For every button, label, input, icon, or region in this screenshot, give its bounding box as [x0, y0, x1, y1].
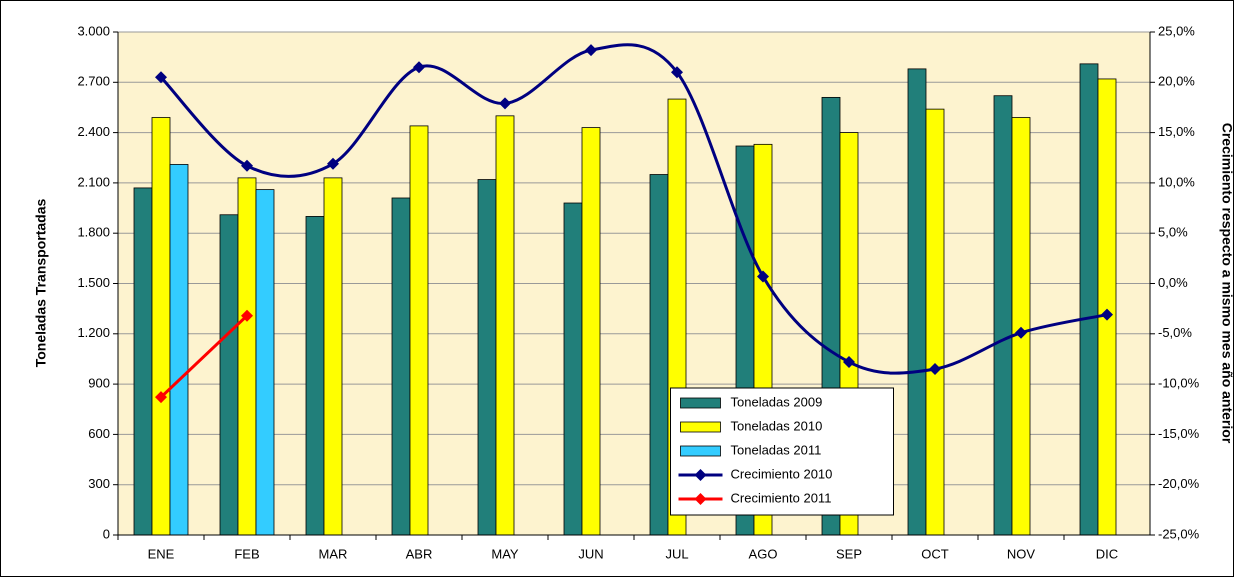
x-tick-label: FEB — [234, 546, 259, 561]
marker — [671, 66, 683, 79]
x-tick-label: AGO — [749, 546, 778, 561]
marker — [413, 61, 425, 74]
bar — [219, 214, 239, 536]
marker — [1015, 326, 1027, 339]
y2-tick-label: 15,0% — [1158, 124, 1195, 139]
bar — [409, 125, 429, 536]
marker — [241, 159, 253, 172]
bar — [169, 164, 189, 536]
marker — [929, 363, 941, 376]
y2-tick-label: 0,0% — [1158, 275, 1188, 290]
line — [159, 314, 249, 399]
bar — [495, 115, 515, 536]
y2-tick-label: -5,0% — [1158, 325, 1192, 340]
y-tick-label: 300 — [88, 476, 110, 491]
legend-label: Toneladas 2010 — [731, 418, 823, 433]
legend: Toneladas 2009 Toneladas 2010 Toneladas 20… — [670, 387, 894, 516]
legend-swatch — [680, 397, 721, 409]
legend-swatch — [680, 445, 721, 457]
y-tick-label: 1.200 — [77, 325, 110, 340]
y-tick-label: 2.400 — [77, 124, 110, 139]
x-tick-label: OCT — [921, 546, 949, 561]
x-tick-label: ABR — [406, 546, 433, 561]
bar — [1079, 63, 1099, 536]
marker — [757, 270, 769, 283]
x-tick-label: DIC — [1096, 546, 1118, 561]
y2-axis-title: Crecimiento respecto a mismo mes año ant… — [1219, 123, 1234, 444]
bar — [391, 197, 411, 536]
y2-tick-label: 10,0% — [1158, 174, 1195, 189]
y2-tick-label: 25,0% — [1158, 23, 1195, 38]
bar — [477, 179, 497, 536]
legend-label: Toneladas 2009 — [731, 394, 823, 409]
marker — [1101, 308, 1113, 321]
x-tick-label: MAY — [491, 546, 519, 561]
bar — [255, 189, 275, 536]
marker — [155, 71, 167, 84]
x-tick-label: MAR — [319, 546, 348, 561]
bar — [1097, 78, 1117, 536]
bar — [907, 68, 927, 536]
x-tick-label: ENE — [148, 546, 175, 561]
marker — [499, 97, 511, 110]
y-tick-label: 1.800 — [77, 225, 110, 240]
marker — [585, 44, 597, 57]
legend-marker — [694, 469, 707, 481]
legend-label: Crecimiento 2011 — [731, 490, 832, 505]
bar — [925, 108, 945, 536]
bar — [581, 127, 601, 536]
bar — [1011, 117, 1031, 536]
y-tick-label: 2.700 — [77, 74, 110, 89]
y2-tick-label: 20,0% — [1158, 74, 1195, 89]
y2-tick-label: -25,0% — [1158, 526, 1200, 541]
y-tick-label: 600 — [88, 426, 110, 441]
marker — [327, 157, 339, 170]
legend-label: Toneladas 2011 — [731, 442, 822, 457]
bar — [151, 117, 171, 536]
y-tick-label: 900 — [88, 376, 110, 391]
y2-tick-label: -20,0% — [1158, 476, 1200, 491]
x-tick-label: SEP — [836, 546, 862, 561]
marker — [843, 355, 855, 368]
legend-swatch — [680, 421, 721, 433]
legend-marker — [694, 493, 707, 505]
bar — [305, 216, 325, 536]
y-tick-label: 3.000 — [77, 23, 110, 38]
bar — [563, 202, 583, 536]
y-axis-title: Toneladas Transportadas — [33, 199, 49, 368]
marker — [241, 309, 253, 322]
bar — [323, 177, 343, 536]
marker — [155, 391, 167, 404]
bar — [993, 95, 1013, 536]
x-tick-label: JUL — [665, 546, 688, 561]
y-tick-label: 1.500 — [77, 275, 110, 290]
y-tick-label: 2.100 — [77, 174, 110, 189]
bar — [649, 174, 669, 536]
x-tick-label: NOV — [1007, 546, 1036, 561]
y2-tick-label: -15,0% — [1158, 426, 1200, 441]
y2-tick-label: -10,0% — [1158, 376, 1200, 391]
y2-tick-label: 5,0% — [1158, 225, 1188, 240]
x-tick-label: JUN — [578, 546, 603, 561]
legend-label: Crecimiento 2010 — [731, 466, 833, 481]
bar — [237, 177, 257, 536]
bar — [133, 187, 153, 536]
y-tick-label: 0 — [103, 526, 110, 541]
